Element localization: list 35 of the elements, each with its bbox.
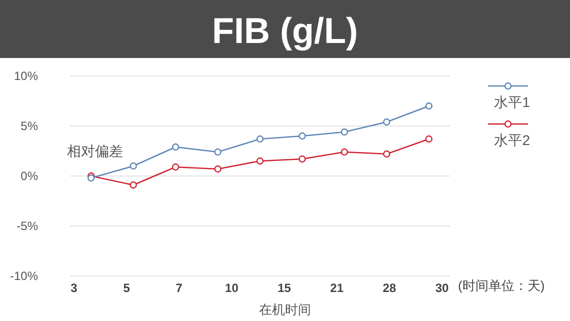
point [130, 181, 137, 189]
point [298, 155, 306, 163]
point [425, 102, 432, 110]
point [340, 128, 348, 136]
y-tick-label: -5% [16, 219, 38, 233]
y-tick-label: 10% [14, 69, 38, 83]
point [214, 165, 222, 173]
text: 21 [330, 281, 344, 295]
point [340, 148, 348, 156]
point [383, 150, 390, 158]
text: 3 [70, 281, 78, 295]
text: 10 [225, 281, 239, 295]
y-tick-label: -10% [10, 269, 38, 283]
text: 30 [435, 281, 449, 295]
point [425, 135, 432, 143]
point [172, 163, 180, 171]
y-tick-label: 0% [20, 169, 38, 183]
text: 15 [278, 281, 292, 295]
legend-label: 水平1 [494, 94, 530, 110]
text: 28 [382, 281, 396, 295]
y-axis-title: 相对偏差 [67, 143, 123, 159]
legend-label: 水平2 [494, 132, 530, 148]
point [256, 157, 264, 165]
point [256, 135, 264, 143]
point [130, 162, 137, 170]
text: 7 [176, 281, 183, 295]
point [383, 118, 390, 126]
chart-title: FIB (g/L) [212, 10, 358, 51]
point [172, 143, 180, 151]
point [214, 148, 222, 156]
text: (时间单位：天) [458, 278, 545, 293]
y-tick-label: 5% [20, 119, 38, 133]
text: 5 [123, 281, 130, 295]
x-axis-title: 在机时间 [259, 302, 311, 317]
point [298, 132, 306, 140]
